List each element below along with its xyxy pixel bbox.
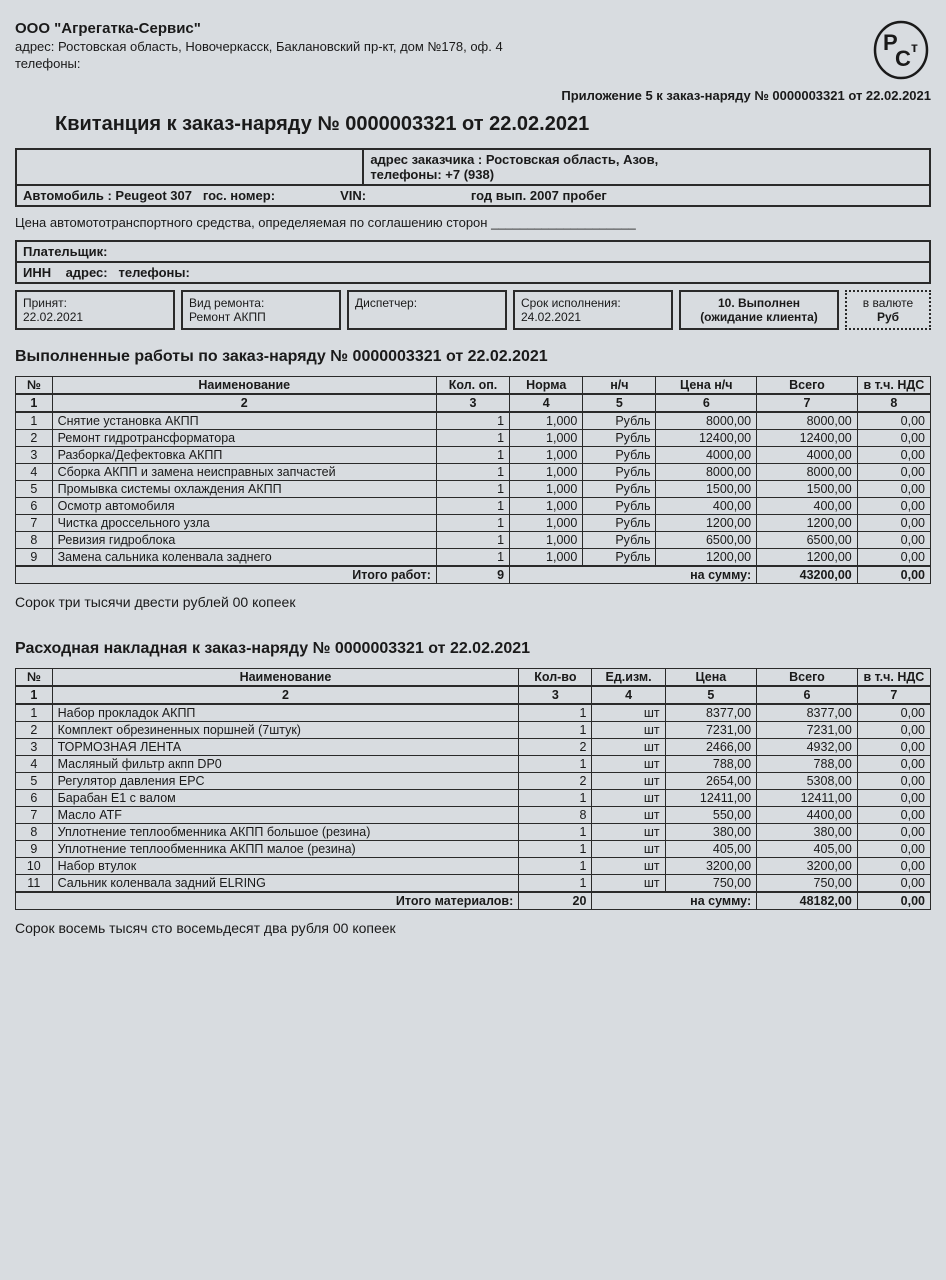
meta-dispatcher: Диспетчер: — [347, 290, 507, 330]
table-row: 2Ремонт гидротрансформатора11,000Рубль12… — [16, 430, 931, 447]
works-table: №НаименованиеКол. оп.Норман/чЦена н/чВсе… — [15, 376, 931, 584]
table-row: 9Замена сальника коленвала заднего11,000… — [16, 549, 931, 567]
pct-logo-icon: Р С т — [871, 20, 931, 80]
customer-vehicle-box: адрес заказчика : Ростовская область, Аз… — [15, 148, 931, 207]
table-row: 7Чистка дроссельного узла11,000Рубль1200… — [16, 515, 931, 532]
svg-text:С: С — [895, 46, 911, 71]
document-header: ООО "Агрегатка-Сервис" адрес: Ростовская… — [15, 20, 931, 80]
table-row: 6Осмотр автомобиля11,000Рубль400,00400,0… — [16, 498, 931, 515]
table-row: 4Сборка АКПП и замена неисправных запчас… — [16, 464, 931, 481]
table-row: 4Масляный фильтр акпп DP01шт788,00788,00… — [16, 756, 931, 773]
meta-currency: в валютеРуб — [845, 290, 931, 330]
company-phones: телефоны: — [15, 56, 503, 71]
table-row: 1Снятие установка АКПП11,000Рубль8000,00… — [16, 412, 931, 430]
materials-section-title: Расходная накладная к заказ-наряду № 000… — [15, 640, 931, 658]
materials-total-words: Сорок восемь тысяч сто восемьдесят два р… — [15, 920, 931, 936]
table-row: 3ТОРМОЗНАЯ ЛЕНТА2шт2466,004932,000,00 — [16, 739, 931, 756]
table-row: 10Набор втулок1шт3200,003200,000,00 — [16, 858, 931, 875]
appendix-line: Приложение 5 к заказ-наряду № 0000003321… — [15, 88, 931, 103]
table-row: 5Промывка системы охлаждения АКПП11,000Р… — [16, 481, 931, 498]
table-row: 5Регулятор давления EPC2шт2654,005308,00… — [16, 773, 931, 790]
company-address: адрес: Ростовская область, Новочеркасск,… — [15, 39, 503, 54]
meta-due: Срок исполнения:24.02.2021 — [513, 290, 673, 330]
meta-repair: Вид ремонта:Ремонт АКПП — [181, 290, 341, 330]
works-section-title: Выполненные работы по заказ-наряду № 000… — [15, 348, 931, 366]
meta-status: 10. Выполнен (ожидание клиента) — [679, 290, 839, 330]
svg-text:т: т — [911, 39, 918, 55]
works-total-words: Сорок три тысячи двести рублей 00 копеек — [15, 594, 931, 610]
meta-row: Принят:22.02.2021 Вид ремонта:Ремонт АКП… — [15, 290, 931, 330]
company-name: ООО "Агрегатка-Сервис" — [15, 20, 503, 37]
meta-accepted: Принят:22.02.2021 — [15, 290, 175, 330]
table-row: 6Барабан E1 с валом1шт12411,0012411,000,… — [16, 790, 931, 807]
payer-box: Плательщик: ИНН адрес: телефоны: — [15, 240, 931, 284]
table-row: 8Уплотнение теплообменника АКПП большое … — [16, 824, 931, 841]
price-agreement-line: Цена автомототранспортного средства, опр… — [15, 215, 931, 230]
table-row: 2Комплект обрезиненных поршней (7штук)1ш… — [16, 722, 931, 739]
table-row: 3Разборка/Дефектовка АКПП11,000Рубль4000… — [16, 447, 931, 464]
table-row: 11Сальник коленвала задний ELRING1шт750,… — [16, 875, 931, 893]
table-row: 7Масло ATF8шт550,004400,000,00 — [16, 807, 931, 824]
table-row: 8Ревизия гидроблока11,000Рубль6500,00650… — [16, 532, 931, 549]
table-row: 9Уплотнение теплообменника АКПП малое (р… — [16, 841, 931, 858]
table-row: 1Набор прокладок АКПП1шт8377,008377,000,… — [16, 704, 931, 722]
document-title: Квитанция к заказ-наряду № 0000003321 от… — [55, 113, 931, 136]
materials-table: №НаименованиеКол-воЕд.изм.ЦенаВсегов т.ч… — [15, 668, 931, 910]
